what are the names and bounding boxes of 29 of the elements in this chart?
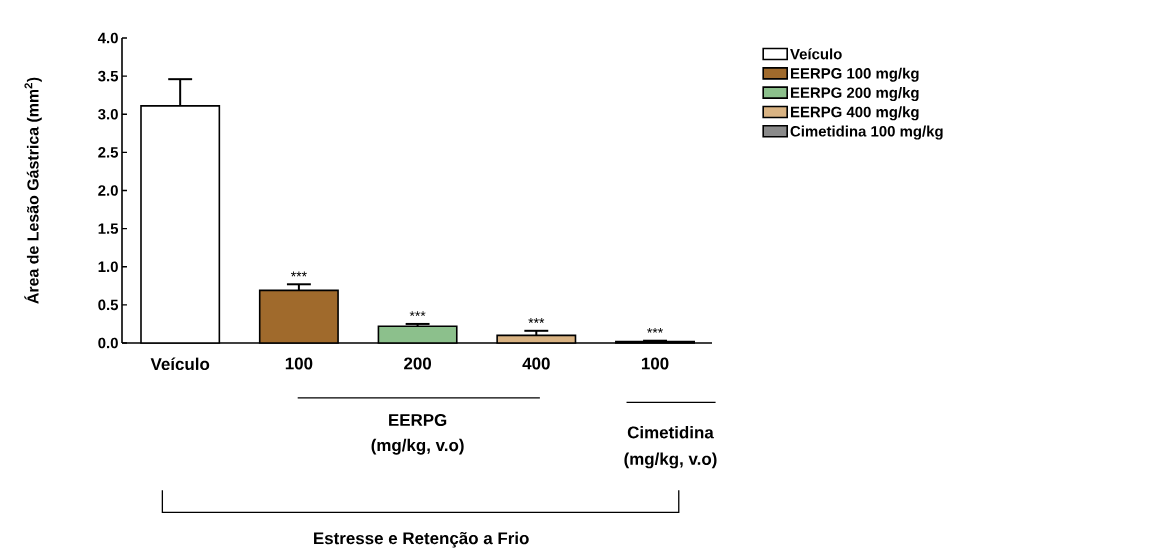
- y-tick-label: 2.5: [98, 147, 119, 158]
- y-tick-label: 0.5: [98, 299, 119, 311]
- x-tick-label: 400: [522, 357, 550, 370]
- y-tick-label: 3.5: [98, 70, 119, 82]
- y-tick-label: 2.0: [98, 185, 118, 196]
- text: Cimetidina: [627, 426, 714, 439]
- text: EERPG: [389, 414, 447, 427]
- x-tick-label: 100: [285, 357, 313, 370]
- x-tick-label: Veículo: [150, 357, 210, 371]
- y-tick-label: 3.0: [98, 108, 118, 120]
- legend-label: EERPG 400 mg/kg: [790, 106, 919, 121]
- y-tick-label: 0.0: [98, 337, 118, 349]
- text: Estresse e Retenção a Frio: [314, 531, 529, 548]
- data-label: ***: [409, 311, 426, 317]
- y-tick-label: 1.5: [98, 223, 119, 234]
- y-tick-label: 1.0: [98, 261, 118, 273]
- legend-label: Cimetidina 100 mg/kg: [790, 125, 943, 140]
- data-label: ***: [647, 327, 663, 333]
- x-tick-label: 100: [641, 357, 669, 370]
- data-label: ***: [290, 271, 307, 277]
- x-tick-label: 200: [404, 357, 432, 370]
- legend-label: Veículo: [790, 48, 842, 60]
- text: (mg/kg, v.o): [624, 452, 717, 469]
- y-axis-title: Área de Lesão Gástrica (mm$^{2}$): [24, 77, 42, 304]
- data-label: ***: [528, 318, 545, 323]
- text: (mg/kg, v.o): [371, 438, 464, 455]
- y-tick-label: 4.0: [97, 32, 118, 44]
- legend-label: EERPG 100 mg/kg: [790, 67, 919, 82]
- legend-label: EERPG 200 mg/kg: [790, 87, 919, 102]
